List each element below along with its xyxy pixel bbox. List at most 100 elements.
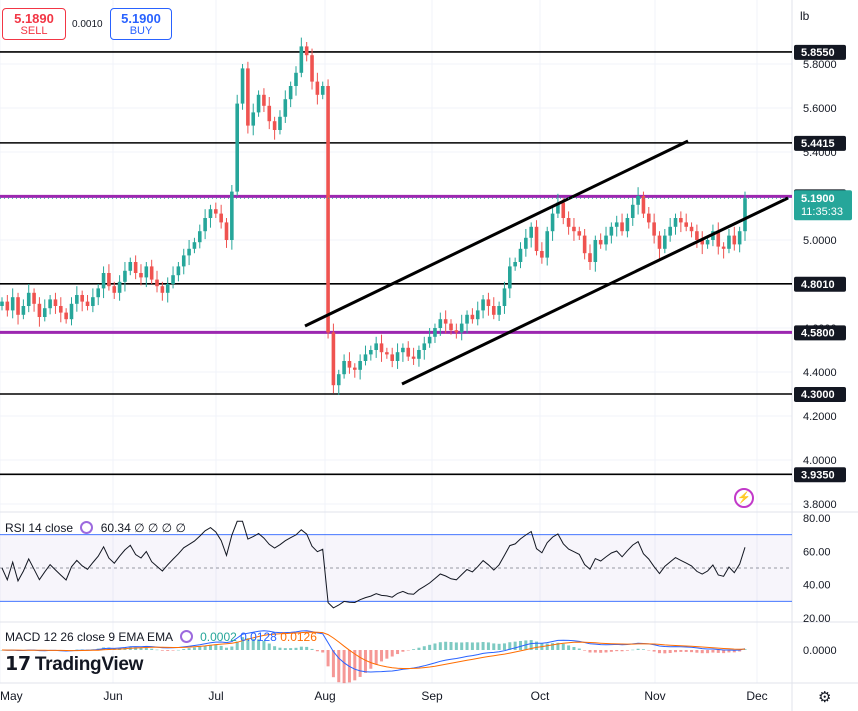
candle-body [85, 301, 90, 306]
candle-body [283, 99, 288, 117]
time-tick: Nov [644, 689, 665, 703]
macd-histogram-bar [492, 643, 496, 650]
macd-histogram-bar [230, 646, 234, 650]
candle-body [497, 306, 501, 315]
candle-body [475, 310, 480, 320]
macd-histogram-bar [593, 650, 597, 653]
macd-histogram-bar [695, 650, 699, 653]
macd-histogram-bar [518, 640, 522, 650]
candle-body [48, 299, 52, 309]
candle-body [133, 262, 138, 273]
candle-body [385, 352, 389, 355]
macd-histogram-bar [257, 639, 261, 650]
level-label-bg [794, 276, 846, 292]
candle-body [342, 361, 346, 375]
macd-histogram-bar [182, 648, 186, 650]
candle-body [695, 231, 699, 240]
lightning-icon[interactable]: ⚡ [734, 488, 754, 508]
candle-body [486, 299, 491, 306]
candle-body [561, 202, 566, 218]
macd-histogram-bar [674, 650, 678, 653]
candle-body [128, 262, 133, 271]
spread-value: 0.0010 [72, 19, 103, 30]
macd-histogram-bar [588, 650, 592, 653]
macd-signal-line [1, 631, 746, 669]
macd-histogram-bar [369, 650, 373, 669]
buy-button[interactable]: 5.1900 BUY [110, 8, 172, 40]
candle-body [187, 248, 191, 256]
candle-body [310, 55, 314, 82]
macd-legend[interactable]: MACD 12 26 close 9 EMA EMA 0.0002 0.0128… [5, 630, 317, 644]
candle-body [246, 68, 250, 126]
macd-histogram-bar [444, 641, 448, 650]
macd-histogram-bar [502, 643, 506, 650]
macd-histogram-bar [631, 649, 635, 651]
candle-body [358, 361, 362, 370]
tradingview-logo[interactable]: 𝟭𝟳 TradingView [5, 653, 143, 676]
candle-body [641, 196, 646, 214]
macd-histogram-bar [727, 650, 731, 653]
macd-histogram-bar [305, 646, 309, 650]
macd-histogram-bar [486, 642, 490, 650]
candle-body [684, 222, 689, 227]
candle-body [390, 354, 395, 361]
macd-histogram-bar [551, 643, 555, 650]
candle-body [75, 295, 79, 304]
macd-histogram-bar [380, 650, 384, 662]
macd-settings-icon[interactable] [179, 630, 193, 643]
macd-histogram-bar [273, 646, 277, 650]
candle-body [625, 218, 630, 232]
candle-body [422, 343, 427, 350]
macd-histogram-bar [556, 642, 560, 650]
channel-lower-line [401, 196, 789, 386]
candle-body [609, 226, 614, 236]
macd-histogram-bar [401, 650, 405, 652]
buy-price: 5.1900 [121, 11, 161, 26]
macd-histogram-bar [262, 640, 266, 650]
macd-histogram-bar [246, 638, 250, 650]
gear-icon[interactable]: ⚙ [818, 689, 832, 706]
rsi-extras: ∅ ∅ ∅ ∅ [134, 521, 186, 535]
candle-body [117, 281, 122, 293]
macd-histogram-bar [144, 647, 148, 650]
candle-body [26, 292, 31, 306]
price-tick: 5.6000 [803, 103, 837, 115]
candle-body [545, 231, 550, 258]
candle-body [165, 284, 170, 293]
candle-body [262, 94, 266, 106]
macd-histogram-bar [476, 642, 480, 650]
macd-label: MACD 12 26 close 9 EMA EMA [5, 630, 173, 644]
candle-body [326, 86, 330, 333]
macd-histogram-bar [465, 642, 469, 650]
candle-body [16, 297, 20, 315]
candle-body [598, 240, 603, 245]
macd-histogram-bar [577, 648, 581, 650]
rsi-settings-icon[interactable] [80, 521, 94, 534]
macd-histogram-bar [535, 641, 539, 650]
sell-button[interactable]: 5.1890 SELL [2, 8, 66, 40]
candle-body [139, 273, 143, 278]
rsi-legend[interactable]: RSI 14 close 60.34 ∅ ∅ ∅ ∅ [5, 521, 186, 535]
macd-histogram-bar [572, 646, 576, 650]
candle-body [401, 347, 405, 353]
level-label-bg [794, 467, 846, 483]
candle-body [230, 191, 234, 240]
time-tick: Aug [314, 689, 335, 703]
level-label: 4.5800 [801, 327, 835, 339]
candle-body [465, 314, 469, 324]
candle-body [374, 343, 378, 350]
macd-histogram-bar [449, 642, 453, 650]
macd-histogram-bar [636, 648, 640, 650]
macd-histogram-bar [176, 649, 180, 651]
price-tick: 5.0000 [803, 235, 837, 247]
candle-body [679, 218, 683, 223]
candle-body [646, 213, 651, 223]
level-label: 3.9350 [801, 469, 835, 481]
level-label-bg [794, 325, 846, 341]
candle-body [53, 299, 58, 306]
macd-histogram-bar [481, 642, 485, 650]
candle-body [577, 231, 582, 236]
macd-histogram-bar [652, 650, 656, 652]
unit-selector[interactable]: lb [800, 9, 810, 23]
